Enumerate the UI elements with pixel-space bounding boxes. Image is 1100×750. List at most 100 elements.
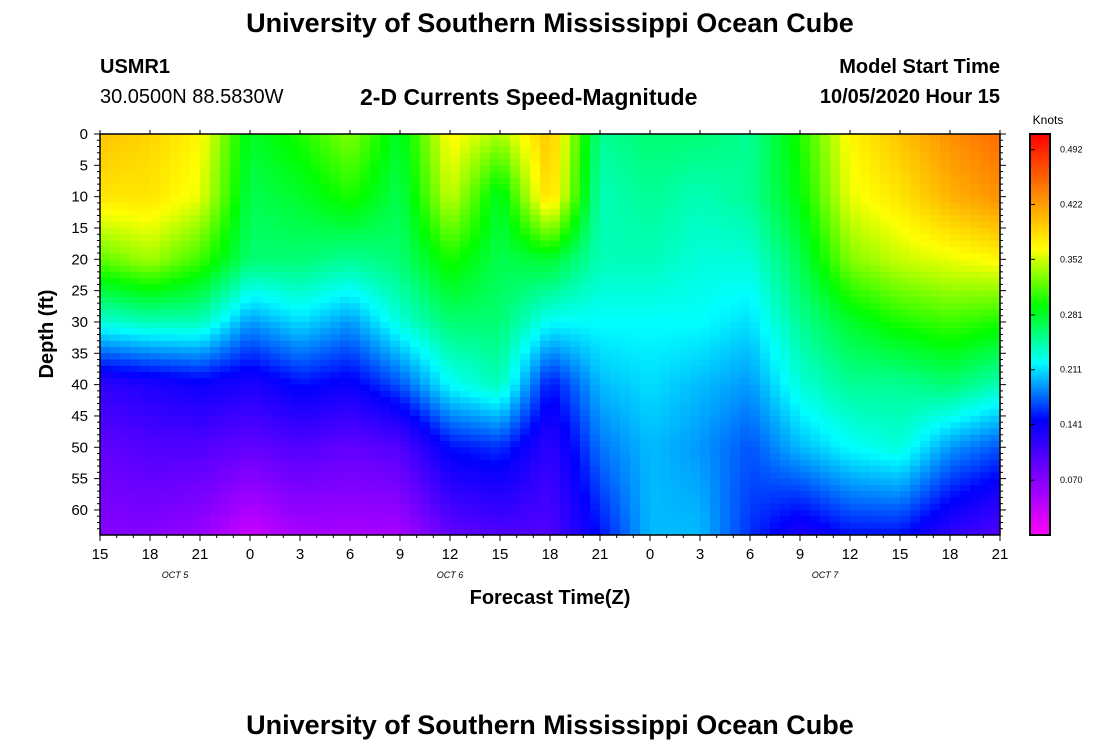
heatmap-cell <box>400 459 411 467</box>
heatmap-cell <box>570 472 581 480</box>
heatmap-cell <box>680 177 691 185</box>
heatmap-cell <box>430 365 441 373</box>
heatmap-cell <box>650 165 661 173</box>
heatmap-cell <box>760 253 771 260</box>
heatmap-cell <box>470 303 481 311</box>
heatmap-cell <box>870 434 881 442</box>
heatmap-cell <box>890 459 901 467</box>
heatmap-cell <box>810 315 821 323</box>
heatmap-cell <box>140 240 151 248</box>
heatmap-cell <box>710 334 721 342</box>
heatmap-cell <box>500 265 511 273</box>
heatmap-cell <box>440 134 451 141</box>
heatmap-cell <box>880 441 891 448</box>
heatmap-cell <box>260 422 271 430</box>
heatmap-cell <box>600 390 611 398</box>
heatmap-cell <box>740 328 751 336</box>
heatmap-cell <box>700 328 711 336</box>
heatmap-cell <box>820 447 831 455</box>
heatmap-cell <box>350 196 361 204</box>
heatmap-cell <box>960 303 971 311</box>
heatmap-cell <box>960 227 971 235</box>
heatmap-cell <box>640 303 651 311</box>
heatmap-cell <box>710 309 721 317</box>
heatmap-cell <box>730 165 741 173</box>
heatmap-cell <box>120 372 131 379</box>
heatmap-cell <box>940 284 951 292</box>
heatmap-cell <box>460 365 471 373</box>
heatmap-cell <box>550 434 561 442</box>
heatmap-cell <box>490 340 501 348</box>
heatmap-cell <box>490 240 501 248</box>
heatmap-cell <box>860 246 871 254</box>
heatmap-cell <box>240 159 251 166</box>
heatmap-cell <box>580 372 591 379</box>
heatmap-cell <box>330 259 341 267</box>
heatmap-cell <box>610 165 621 173</box>
heatmap-cell <box>790 234 801 242</box>
heatmap-cell <box>890 278 901 285</box>
heatmap-cell <box>260 466 271 473</box>
heatmap-cell <box>520 453 531 461</box>
heatmap-cell <box>150 422 161 430</box>
heatmap-cell <box>930 227 941 235</box>
heatmap-cell <box>840 165 851 173</box>
heatmap-cell <box>660 315 671 323</box>
heatmap-cell <box>290 441 301 448</box>
heatmap-cell <box>960 146 971 154</box>
heatmap-cell <box>470 152 481 160</box>
heatmap-cell <box>490 190 501 198</box>
heatmap-cell <box>750 359 761 367</box>
heatmap-cell <box>100 478 111 486</box>
heatmap-cell <box>710 221 721 229</box>
heatmap-cell <box>210 278 221 285</box>
heatmap-cell <box>700 447 711 455</box>
heatmap-cell <box>570 459 581 467</box>
heatmap-cell <box>580 215 591 223</box>
heatmap-cell <box>270 296 281 304</box>
heatmap-cell <box>830 265 841 273</box>
heatmap-cell <box>310 397 321 405</box>
heatmap-cell <box>850 196 861 204</box>
heatmap-cell <box>150 315 161 323</box>
heatmap-cell <box>940 303 951 311</box>
heatmap-cell <box>930 334 941 342</box>
heatmap-cell <box>660 353 671 361</box>
heatmap-cell <box>280 290 291 298</box>
heatmap-cell <box>770 447 781 455</box>
heatmap-cell <box>820 334 831 342</box>
heatmap-cell <box>980 459 991 467</box>
heatmap-cell <box>530 315 541 323</box>
heatmap-cell <box>410 321 421 329</box>
heatmap-cell <box>310 284 321 292</box>
heatmap-cell <box>670 409 681 417</box>
heatmap-cell <box>230 303 241 311</box>
heatmap-cell <box>990 134 1000 141</box>
heatmap-cell <box>690 334 701 342</box>
heatmap-cell <box>440 177 451 185</box>
heatmap-cell <box>670 227 681 235</box>
heatmap-cell <box>650 227 661 235</box>
heatmap-cell <box>460 447 471 455</box>
heatmap-cell <box>580 409 591 417</box>
heatmap-cell <box>490 415 501 423</box>
heatmap-cell <box>200 290 211 298</box>
heatmap-cell <box>790 378 801 386</box>
heatmap-cell <box>120 315 131 323</box>
heatmap-cell <box>680 347 691 354</box>
heatmap-cell <box>100 340 111 348</box>
heatmap-cell <box>620 397 631 405</box>
heatmap-cell <box>200 378 211 386</box>
heatmap-cell <box>830 415 841 423</box>
heatmap-cell <box>200 171 211 179</box>
heatmap-cell <box>550 171 561 179</box>
heatmap-cell <box>990 165 1000 173</box>
heatmap-cell <box>340 434 351 442</box>
heatmap-cell <box>440 303 451 311</box>
heatmap-cell <box>130 152 141 160</box>
heatmap-cell <box>820 422 831 430</box>
heatmap-cell <box>240 278 251 285</box>
heatmap-cell <box>850 209 861 217</box>
heatmap-cell <box>330 328 341 336</box>
heatmap-cell <box>270 227 281 235</box>
